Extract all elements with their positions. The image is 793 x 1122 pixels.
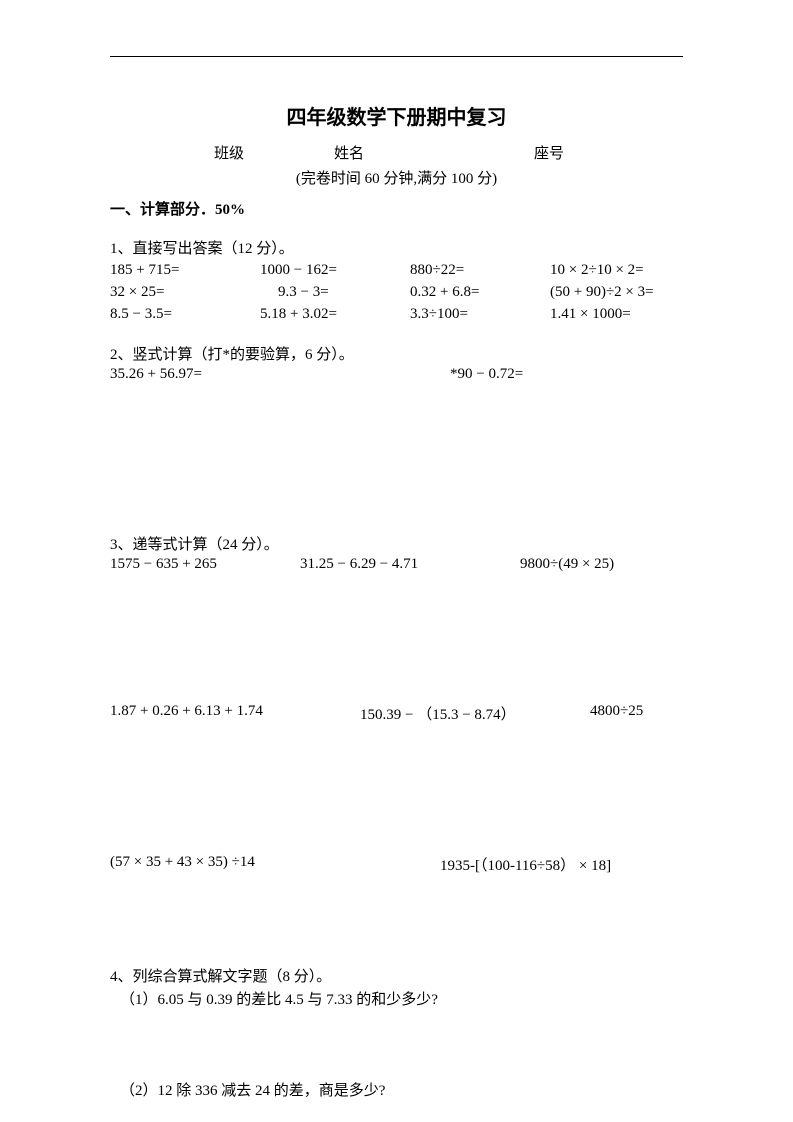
page-title: 四年级数学下册期中复习 xyxy=(110,101,683,130)
q1-r2c: 0.32 + 6.8= xyxy=(410,282,550,304)
q3-r1a: 1575 − 635 + 265 xyxy=(110,556,300,573)
q1-grid: 185 + 715= 1000 − 162= 880÷22= 10 × 2÷10… xyxy=(110,260,683,325)
meta-row: 班级 姓名 座号 xyxy=(110,142,683,163)
time-note: (完卷时间 60 分钟,满分 100 分) xyxy=(110,167,683,188)
q1-r2a: 32 × 25= xyxy=(110,282,260,304)
page: 四年级数学下册期中复习 班级 姓名 座号 (完卷时间 60 分钟,满分 100 … xyxy=(0,0,793,1122)
class-label: 班级 xyxy=(214,142,334,163)
q3-r2c: 4800÷25 xyxy=(590,703,643,724)
q3-r2a: 1.87 + 0.26 + 6.13 + 1.74 xyxy=(110,703,360,724)
q1-r3b: 5.18 + 3.02= xyxy=(260,304,410,326)
q4-a: （1）6.05 与 0.39 的差比 4.5 与 7.33 的和少多少? xyxy=(120,988,683,1009)
q1-head: 1、直接写出答案（12 分）。 xyxy=(110,237,683,258)
q4-head: 4、列综合算式解文字题（8 分）。 xyxy=(110,965,683,986)
q1-r1b: 1000 − 162= xyxy=(260,260,410,282)
q1-r1d: 10 × 2÷10 × 2= xyxy=(550,260,700,282)
q3-head: 3、递等式计算（24 分）。 xyxy=(110,533,683,554)
section1-head: 一、计算部分．50% xyxy=(110,198,683,219)
q3-row1: 1575 − 635 + 265 31.25 − 6.29 − 4.71 980… xyxy=(110,556,683,573)
q2-b: *90 − 0.72= xyxy=(450,366,523,383)
q1-r3c: 3.3÷100= xyxy=(410,304,550,326)
q1-r1c: 880÷22= xyxy=(410,260,550,282)
top-rule xyxy=(110,56,683,57)
q3-r3a: (57 × 35 + 43 × 35) ÷14 xyxy=(110,854,440,875)
q2-row: 35.26 + 56.97= *90 − 0.72= xyxy=(110,366,683,383)
q3-r2b: 150.39 − （15.3 − 8.74） xyxy=(360,703,590,724)
q2-a: 35.26 + 56.97= xyxy=(110,366,450,383)
q4-b: （2）12 除 336 减去 24 的差，商是多少? xyxy=(120,1079,683,1100)
q1-r1a: 185 + 715= xyxy=(110,260,260,282)
q1-r3a: 8.5 − 3.5= xyxy=(110,304,260,326)
q1-r2b: 9.3 − 3= xyxy=(260,282,410,304)
seat-label: 座号 xyxy=(534,142,564,163)
q3-r1c: 9800÷(49 × 25) xyxy=(520,556,614,573)
q1-r2d: (50 + 90)÷2 × 3= xyxy=(550,282,700,304)
q1-r3d: 1.41 × 1000= xyxy=(550,304,700,326)
q3-row3: (57 × 35 + 43 × 35) ÷14 1935-[（100-116÷5… xyxy=(110,854,683,875)
q3-r1b: 31.25 − 6.29 − 4.71 xyxy=(300,556,520,573)
name-label: 姓名 xyxy=(334,142,534,163)
q2-head: 2、竖式计算（打*的要验算，6 分）。 xyxy=(110,343,683,364)
q3-row2: 1.87 + 0.26 + 6.13 + 1.74 150.39 − （15.3… xyxy=(110,703,683,724)
q3-r3b: 1935-[（100-116÷58） × 18] xyxy=(440,854,611,875)
